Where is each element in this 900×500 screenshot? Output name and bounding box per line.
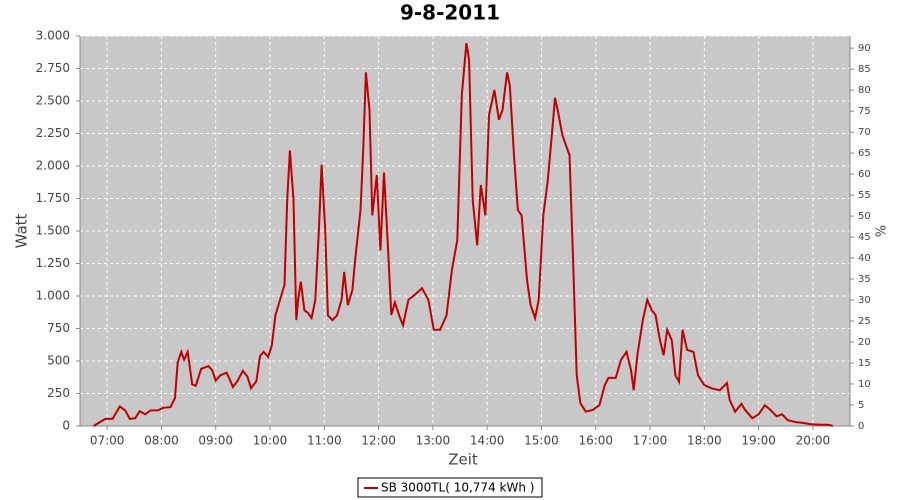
chart-title: 9-8-2011 <box>400 1 500 25</box>
y-tick-label: 2.000 <box>36 159 70 173</box>
y2-tick-label: 65 <box>858 148 871 159</box>
x-tick-label: 11:00 <box>307 434 342 448</box>
y-tick-label: 1.750 <box>36 191 70 205</box>
y2-tick-label: 80 <box>858 85 871 96</box>
y2-tick-label: 0 <box>858 421 864 432</box>
y2-tick-label: 45 <box>858 232 871 243</box>
y2-tick-label: 5 <box>858 400 864 411</box>
y2-tick-label: 70 <box>858 127 871 138</box>
line-series <box>93 42 834 427</box>
y2-tick-label: 35 <box>858 274 871 285</box>
x-tick-label: 13:00 <box>416 434 451 448</box>
y2-tick-label: 90 <box>858 43 871 54</box>
x-tick-label: 17:00 <box>633 434 668 448</box>
x-tick-label: 10:00 <box>253 434 288 448</box>
y-tick-label: 2.750 <box>36 61 70 75</box>
y2-tick-label: 30 <box>858 295 871 306</box>
y-tick-label: 1.500 <box>36 224 70 238</box>
y2-tick-label: 40 <box>858 253 871 264</box>
legend <box>357 477 543 498</box>
y-axis-label: Watt <box>13 213 31 248</box>
y2-axis-label: % <box>875 225 890 237</box>
x-tick-label: 20:00 <box>796 434 831 448</box>
x-tick-label: 19:00 <box>741 434 776 448</box>
y-tick-label: 250 <box>47 386 70 400</box>
y2-tick-label: 50 <box>858 211 871 222</box>
y2-tick-label: 85 <box>858 64 871 75</box>
y-tick-label: 0 <box>62 419 70 433</box>
x-tick-label: 15:00 <box>524 434 559 448</box>
y-tick-label: 3.000 <box>36 29 70 43</box>
y2-tick-label: 25 <box>858 316 871 327</box>
x-tick-label: 14:00 <box>470 434 505 448</box>
y-tick-label: 1.250 <box>36 256 70 270</box>
y2-tick-label: 10 <box>858 379 871 390</box>
x-axis-label: Zeit <box>448 451 478 469</box>
y-tick-label: 2.500 <box>36 94 70 108</box>
x-tick-label: 18:00 <box>687 434 722 448</box>
y2-tick-label: 60 <box>858 169 871 180</box>
x-tick-label: 08:00 <box>144 434 179 448</box>
y-tick-label: 500 <box>47 354 70 368</box>
y-tick-label: 2.250 <box>36 126 70 140</box>
x-tick-label: 07:00 <box>90 434 125 448</box>
y-tick-label: 1.000 <box>36 289 70 303</box>
x-tick-label: 16:00 <box>578 434 613 448</box>
y-tick-label: 750 <box>47 321 70 335</box>
y2-tick-label: 55 <box>858 190 871 201</box>
x-tick-label: 09:00 <box>198 434 233 448</box>
y2-tick-label: 15 <box>858 358 871 369</box>
y2-tick-label: 20 <box>858 337 871 348</box>
x-tick-label: 12:00 <box>361 434 396 448</box>
legend-label: SB 3000TL( 10,774 kWh ) <box>381 481 534 495</box>
y2-tick-label: 75 <box>858 106 871 117</box>
